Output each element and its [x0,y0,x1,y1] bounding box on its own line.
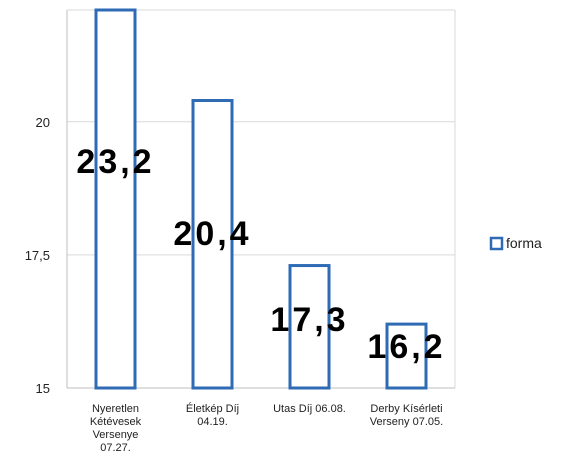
x-tick-label-3: Derby Kísérleti Verseny 07.05. [370,403,443,428]
legend-label-forma: forma [506,235,542,251]
legend-swatch-forma [489,236,504,251]
data-label-0: 23,2 [76,143,154,181]
x-tick-label-2: Utas Díj 06.08. [273,403,346,415]
x-axis-ticks: Nyeretlen Kétévesek Versenye 07.27. Életkép … [90,402,443,454]
x-tick-label-1: Életkép Díj 04.19. [186,402,239,428]
data-label-1: 20,4 [173,215,251,253]
y-tick-label-2: 20 [36,115,50,130]
legend: forma [489,235,542,251]
bars [94,8,428,390]
data-labels: 23,2 20,4 17,3 16,2 [76,143,445,366]
x-tick-label-0: Nyeretlen Kétévesek Versenye 07.27. [90,403,142,454]
bar-2 [288,264,331,390]
data-label-2: 17,3 [270,301,348,339]
bar-3 [385,322,428,390]
bar-0 [94,8,137,390]
y-axis-ticks: 15 17,5 20 [25,115,50,396]
bar-1 [191,99,234,390]
data-label-3: 16,2 [367,328,445,366]
y-tick-label-1: 17,5 [25,248,50,263]
y-tick-label-0: 15 [36,381,50,396]
